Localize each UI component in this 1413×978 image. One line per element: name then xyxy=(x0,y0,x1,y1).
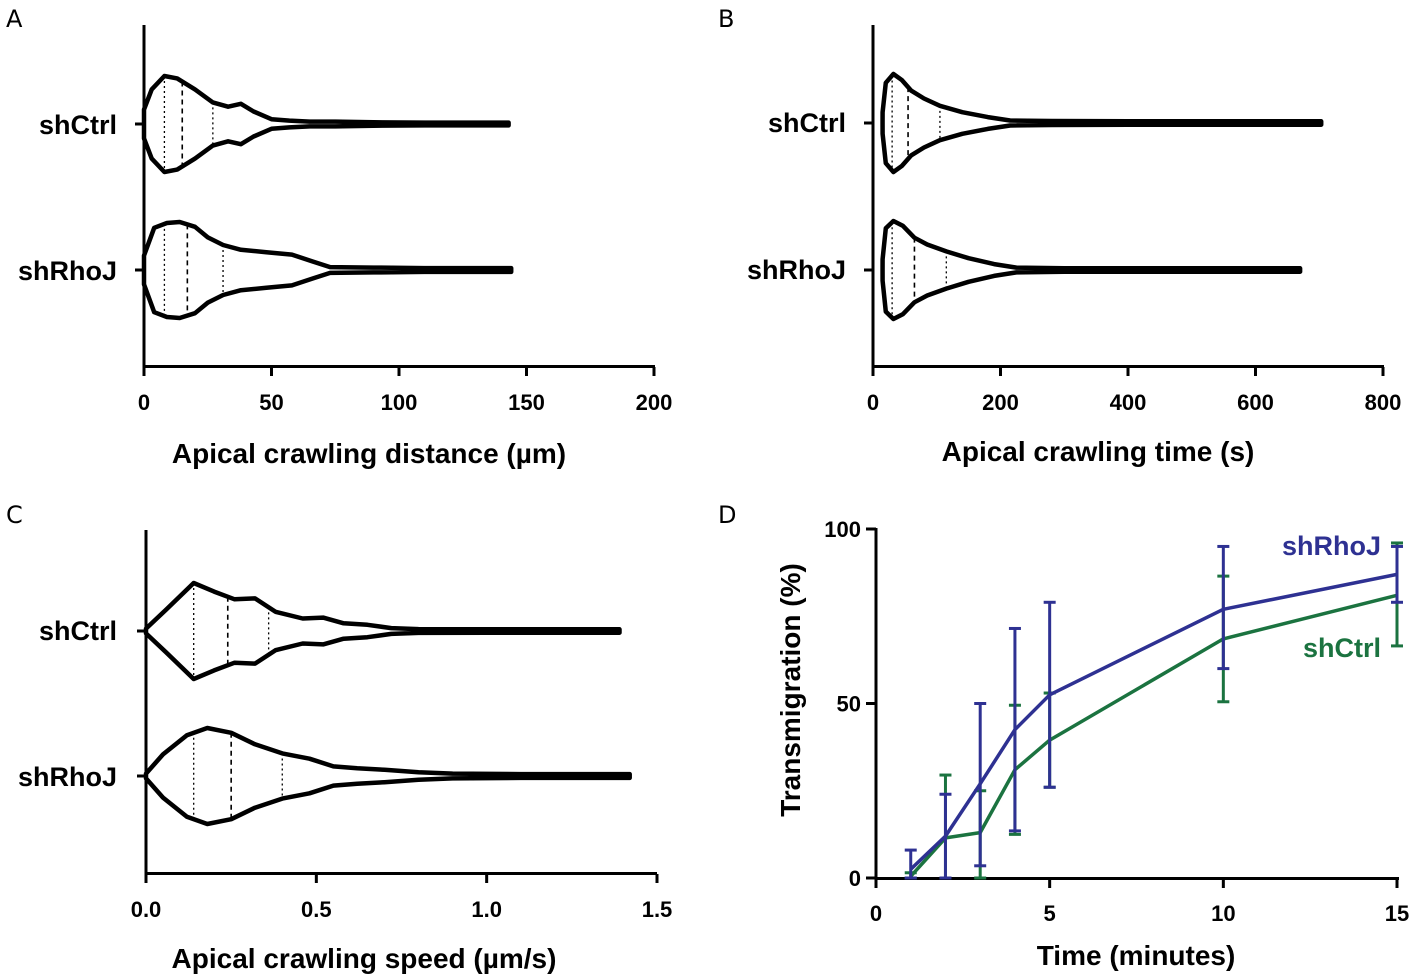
panel-a-x-tick-label: 200 xyxy=(636,390,673,415)
panel-a-distance-violin: shCtrl shRhoJ 0 50 100 150 200 Apical cr… xyxy=(18,25,672,469)
panel-b-x-tick-label: 800 xyxy=(1365,390,1402,415)
panel-b-category-shrhoj: shRhoJ xyxy=(747,255,846,285)
panel-d-x-axis-title: Time (minutes) xyxy=(1037,940,1236,971)
panel-b-violin-shrhoj xyxy=(880,218,1303,322)
panel-a-violin-shrhoj xyxy=(141,219,514,321)
panel-b-x-tick-label: 200 xyxy=(982,390,1019,415)
panel-d-series-label-shctrl: shCtrl xyxy=(1303,633,1381,663)
panel-d-x-tick-label: 15 xyxy=(1385,901,1409,926)
panel-b-x-tick-label: 400 xyxy=(1110,390,1147,415)
panel-d-y-axis-title: Transmigration (%) xyxy=(775,563,806,817)
panel-b-x-tick-label: 0 xyxy=(867,390,879,415)
panel-c-x-tick-label: 1.5 xyxy=(642,897,673,922)
panel-d-x-tick-label: 5 xyxy=(1044,901,1056,926)
panel-d-x-tick-label: 0 xyxy=(870,901,882,926)
panel-a-violin-shctrl xyxy=(141,73,511,175)
panel-a-category-shctrl: shCtrl xyxy=(39,110,117,140)
panel-c-x-tick-label: 0.0 xyxy=(131,897,162,922)
panel-d-y-tick-label: 100 xyxy=(824,517,861,542)
panel-b-x-tick-label: 600 xyxy=(1237,390,1274,415)
panel-b-category-shctrl: shCtrl xyxy=(768,108,846,138)
panel-letter-c: C xyxy=(6,501,23,529)
panel-d-y-tick-label: 50 xyxy=(837,692,861,717)
panel-d-line-shrhoj xyxy=(909,572,1398,871)
panel-c-category-shrhoj: shRhoJ xyxy=(18,762,117,792)
panel-a-x-tick-label: 100 xyxy=(381,390,418,415)
panel-a-category-shrhoj: shRhoJ xyxy=(18,256,117,286)
panel-b-x-axis-title: Apical crawling time (s) xyxy=(942,436,1255,467)
panel-letter-d: D xyxy=(718,501,736,529)
panel-b-violin-shctrl xyxy=(880,71,1324,175)
panel-c-x-tick-label: 0.5 xyxy=(301,897,332,922)
panel-c-x-tick-label: 1.0 xyxy=(471,897,502,922)
panel-c-speed-violin: shCtrl shRhoJ 0.0 0.5 1.0 1.5 Apical cra… xyxy=(18,530,672,974)
panel-a-x-axis-title: Apical crawling distance (µm) xyxy=(172,438,566,469)
panel-b-time-violin: shCtrl shRhoJ 0 200 400 600 800 Apical c… xyxy=(747,25,1401,467)
panel-c-violin-shrhoj xyxy=(143,725,632,827)
panel-letter-a: A xyxy=(6,5,23,33)
panel-a-x-tick-label: 0 xyxy=(138,390,150,415)
panel-a-x-tick-label: 150 xyxy=(508,390,545,415)
panel-d-y-tick-label: 0 xyxy=(849,866,861,891)
panel-c-violin-shctrl xyxy=(143,580,622,682)
panel-d-series-label-shrhoj: shRhoJ xyxy=(1282,531,1381,561)
panel-c-x-axis-title: Apical crawling speed (µm/s) xyxy=(172,943,557,974)
panel-letter-b: B xyxy=(718,5,734,33)
panel-c-category-shctrl: shCtrl xyxy=(39,616,117,646)
panel-d-transmigration-line: Transmigration (%) Time (minutes) 0 5 10 15… xyxy=(775,517,1409,971)
panel-d-x-tick-label: 10 xyxy=(1211,901,1235,926)
panel-a-x-tick-label: 50 xyxy=(259,390,283,415)
